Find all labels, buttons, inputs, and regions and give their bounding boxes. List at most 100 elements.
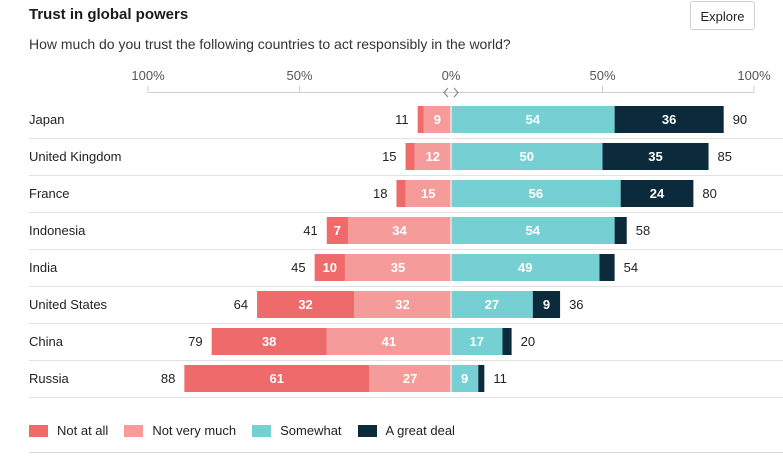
bar-great-deal-japan xyxy=(614,106,724,133)
total-positive-japan: 90 xyxy=(733,112,747,127)
bar-somewhat-united-kingdom xyxy=(451,143,603,170)
bar-not-at-all-indonesia xyxy=(326,217,348,244)
bar-not-very-much-china xyxy=(326,328,451,355)
bar-great-deal-united-kingdom xyxy=(602,143,709,170)
bar-great-deal-indonesia xyxy=(614,217,627,244)
total-negative-united-kingdom: 15 xyxy=(382,149,396,164)
legend-swatch-somewhat xyxy=(252,424,272,437)
total-positive-china: 20 xyxy=(521,334,535,349)
data-label-not-at-all-united-states: 32 xyxy=(298,297,312,312)
data-label-not-very-much-japan: 9 xyxy=(434,112,441,127)
category-label-france: France xyxy=(29,186,69,201)
data-label-not-very-much-united-kingdom: 12 xyxy=(426,149,440,164)
total-negative-japan: 11 xyxy=(395,112,409,127)
bar-somewhat-united-states xyxy=(451,291,533,318)
legend-label-great-deal: A great deal xyxy=(385,423,455,438)
bar-great-deal-russia xyxy=(478,365,485,392)
total-positive-united-kingdom: 85 xyxy=(718,149,732,164)
category-label-united-states: United States xyxy=(29,297,108,312)
legend-swatch-not-very-much xyxy=(124,424,144,437)
bar-somewhat-china xyxy=(451,328,503,355)
total-negative-indonesia: 41 xyxy=(303,223,317,238)
bar-not-at-all-france xyxy=(396,180,406,207)
bar-not-at-all-united-states xyxy=(257,291,355,318)
bar-not-very-much-indonesia xyxy=(347,217,451,244)
bar-somewhat-japan xyxy=(451,106,615,133)
total-positive-united-states: 36 xyxy=(569,297,583,312)
total-positive-france: 80 xyxy=(702,186,716,201)
total-positive-russia: 11 xyxy=(493,371,507,386)
data-label-not-very-much-russia: 27 xyxy=(403,371,417,386)
bar-not-at-all-japan xyxy=(417,106,424,133)
legend: Not at all Not very much Somewhat A grea… xyxy=(29,423,471,438)
data-label-not-very-much-indonesia: 34 xyxy=(392,223,407,238)
data-label-not-very-much-china: 41 xyxy=(382,334,396,349)
axis-tick-label: 50% xyxy=(286,68,312,83)
category-label-india: India xyxy=(29,260,58,275)
data-label-great-deal-france: 24 xyxy=(650,186,665,201)
bar-great-deal-united-states xyxy=(532,291,561,318)
legend-item-not-very-much: Not very much xyxy=(124,423,236,438)
category-label-japan: Japan xyxy=(29,112,64,127)
data-label-not-at-all-russia: 61 xyxy=(270,371,284,386)
data-label-somewhat-china: 17 xyxy=(470,334,484,349)
bar-great-deal-india xyxy=(599,254,615,281)
data-label-not-very-much-india: 35 xyxy=(391,260,405,275)
bar-somewhat-russia xyxy=(451,365,479,392)
bar-not-at-all-india xyxy=(314,254,345,281)
total-positive-india: 54 xyxy=(624,260,638,275)
legend-label-not-at-all: Not at all xyxy=(57,423,109,438)
total-negative-russia: 88 xyxy=(161,371,175,386)
category-label-russia: Russia xyxy=(29,371,70,386)
bar-somewhat-france xyxy=(451,180,621,207)
axis-tick-label: 100% xyxy=(131,68,165,83)
bar-not-very-much-united-kingdom xyxy=(414,143,451,170)
data-label-not-at-all-india: 10 xyxy=(323,260,337,275)
legend-item-somewhat: Somewhat xyxy=(252,423,342,438)
bar-somewhat-indonesia xyxy=(451,217,615,244)
chart-title: Trust in global powers xyxy=(29,6,189,23)
bar-not-very-much-russia xyxy=(369,365,451,392)
data-label-somewhat-united-kingdom: 50 xyxy=(520,149,534,164)
bar-not-at-all-united-kingdom xyxy=(405,143,415,170)
data-label-great-deal-united-kingdom: 35 xyxy=(648,149,662,164)
legend-item-not-at-all: Not at all xyxy=(29,423,108,438)
bar-not-very-much-india xyxy=(344,254,451,281)
category-label-china: China xyxy=(29,334,64,349)
bar-great-deal-france xyxy=(620,180,694,207)
data-label-somewhat-indonesia: 54 xyxy=(526,223,541,238)
total-negative-china: 79 xyxy=(188,334,202,349)
data-label-great-deal-japan: 36 xyxy=(662,112,676,127)
legend-swatch-great-deal xyxy=(357,424,377,437)
total-positive-indonesia: 58 xyxy=(636,223,650,238)
total-negative-united-states: 64 xyxy=(234,297,248,312)
legend-item-great-deal: A great deal xyxy=(357,423,455,438)
bottom-divider xyxy=(29,452,783,453)
explore-button[interactable]: Explore xyxy=(690,1,755,30)
data-label-somewhat-france: 56 xyxy=(529,186,543,201)
data-label-somewhat-india: 49 xyxy=(518,260,532,275)
axis-tick-label: 100% xyxy=(737,68,771,83)
total-negative-india: 45 xyxy=(291,260,305,275)
category-label-indonesia: Indonesia xyxy=(29,223,86,238)
axis-tick-label: 50% xyxy=(589,68,615,83)
arrow-left-icon xyxy=(443,87,449,98)
legend-label-not-very-much: Not very much xyxy=(152,423,237,438)
bar-not-very-much-japan xyxy=(423,106,451,133)
axis-tick-label: 0% xyxy=(442,68,461,83)
data-label-great-deal-united-states: 9 xyxy=(543,297,550,312)
bar-great-deal-china xyxy=(502,328,512,355)
data-label-somewhat-united-states: 27 xyxy=(485,297,499,312)
bar-not-very-much-france xyxy=(405,180,451,207)
legend-label-somewhat: Somewhat xyxy=(280,423,342,438)
chart-subtitle: How much do you trust the following coun… xyxy=(29,36,511,52)
bar-somewhat-india xyxy=(451,254,600,281)
legend-swatch-not-at-all xyxy=(29,424,48,437)
data-label-not-very-much-united-states: 32 xyxy=(395,297,409,312)
data-label-somewhat-japan: 54 xyxy=(526,112,541,127)
data-label-somewhat-russia: 9 xyxy=(461,371,468,386)
category-label-united-kingdom: United Kingdom xyxy=(29,149,122,164)
total-negative-france: 18 xyxy=(373,186,387,201)
bar-not-at-all-china xyxy=(211,328,327,355)
